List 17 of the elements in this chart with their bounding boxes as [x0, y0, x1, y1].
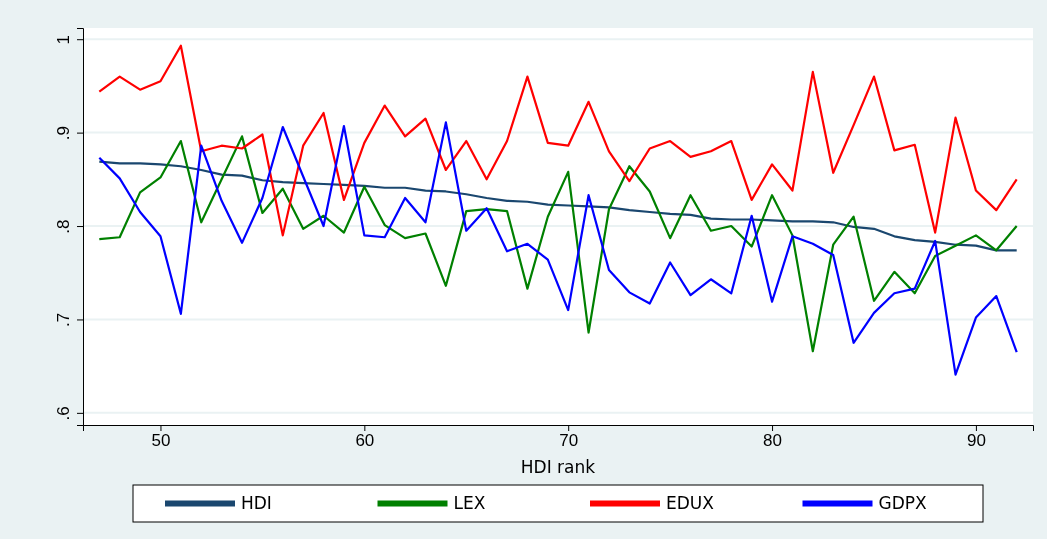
line-series	[98, 44, 1018, 237]
x-tick-label: 80	[763, 431, 783, 451]
y-tick-label: .9	[53, 126, 73, 141]
y-tick-label: .8	[53, 219, 73, 234]
x-tick-label: 50	[151, 431, 171, 451]
y-tick-label: 1	[53, 34, 73, 45]
x-axis-title: HDI rank	[520, 457, 596, 477]
x-tick-label: 90	[966, 431, 986, 451]
legend-label: GDPX	[878, 493, 928, 514]
legend-label: EDUX	[666, 493, 715, 514]
x-tick-label: 70	[559, 431, 579, 451]
legend-label: LEX	[453, 493, 486, 514]
legend-label: HDI	[241, 493, 272, 514]
x-tick-label: 60	[355, 431, 375, 451]
y-tick-label: .6	[53, 406, 73, 421]
y-tick-label: .7	[53, 312, 73, 328]
line-series	[98, 160, 1018, 252]
